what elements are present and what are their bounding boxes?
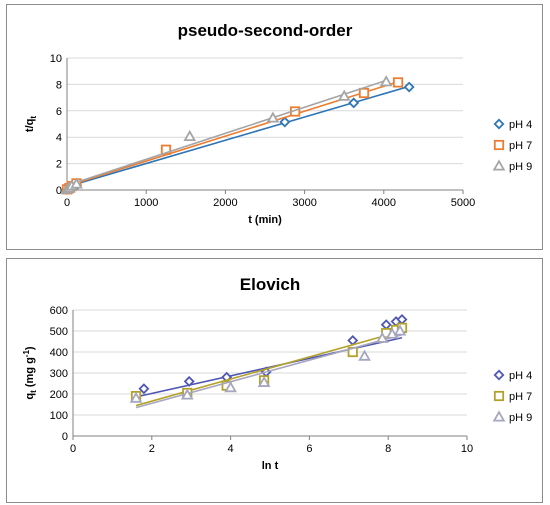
trendline xyxy=(135,330,403,407)
legend-label: pH 9 xyxy=(509,161,532,173)
series-ph-9 xyxy=(129,324,407,409)
legend-item: pH 9 xyxy=(492,159,532,173)
data-point xyxy=(266,111,280,123)
data-point xyxy=(393,324,407,336)
legend-marker xyxy=(493,118,505,130)
data-point xyxy=(70,177,83,189)
legend-label: pH 4 xyxy=(509,119,532,131)
y-axis-title-sub: t xyxy=(29,116,38,119)
y-axis-title: t/qt xyxy=(24,116,38,132)
chart-title: pseudo-second-order xyxy=(178,21,353,40)
data-point xyxy=(379,75,393,87)
chart-pseudo-second-order: pseudo-second-order 0 2 4 6 8 10 0 1000 2000 3000 4… xyxy=(24,21,532,226)
y-tick-label: 0 xyxy=(62,431,68,443)
y-axis-title-unit: (mg g xyxy=(24,357,36,390)
data-point xyxy=(380,319,392,331)
data-point xyxy=(183,375,195,387)
data-point xyxy=(403,81,415,93)
x-tick-label: 2 xyxy=(149,443,155,455)
trendline xyxy=(137,336,403,398)
data-point xyxy=(180,388,194,400)
x-tick-label: 0 xyxy=(64,197,70,209)
data-point xyxy=(358,349,371,361)
chart-panel-elovich: Elovich 0 100 200 300 400 500 600 0 2 4 6 8 10 ln t qt … xyxy=(6,258,543,503)
data-point xyxy=(138,383,150,395)
data-point xyxy=(160,144,172,155)
data-point xyxy=(129,391,143,403)
legend-marker xyxy=(492,159,506,171)
data-point xyxy=(279,116,291,128)
y-axis-title-main: q xyxy=(24,393,36,400)
series-ph-7 xyxy=(61,77,404,195)
x-axis-title: ln t xyxy=(262,460,279,472)
x-tick-label: 2000 xyxy=(213,197,237,209)
y-tick-label: 300 xyxy=(50,368,68,380)
data-point xyxy=(183,129,197,142)
legend-item: pH 4 xyxy=(493,369,532,382)
x-tick-label: 8 xyxy=(385,443,391,455)
y-tick-label: 200 xyxy=(50,389,68,401)
data-point xyxy=(358,87,370,99)
data-point xyxy=(257,375,271,387)
x-tick-label: 6 xyxy=(306,443,312,455)
y-tick-label: 2 xyxy=(56,159,62,171)
legend-label: pH 7 xyxy=(509,140,532,152)
x-tick-label: 4000 xyxy=(372,197,396,209)
y-tick-label: 600 xyxy=(50,305,68,317)
x-tick-label: 0 xyxy=(70,443,76,455)
y-tick-label: 100 xyxy=(50,410,68,422)
legend-item: pH 4 xyxy=(493,118,532,131)
trendline xyxy=(135,334,403,409)
y-axis-title-sub: t xyxy=(29,390,38,393)
legend-item: pH 7 xyxy=(493,390,532,403)
series-ph-7 xyxy=(130,322,408,407)
x-tick-label: 4 xyxy=(228,443,234,455)
legend-label: pH 7 xyxy=(509,391,532,403)
y-tick-label: 10 xyxy=(50,53,62,65)
x-tick-label: 1000 xyxy=(134,197,158,209)
data-point xyxy=(224,381,237,393)
x-axis-title: t (min) xyxy=(248,214,282,226)
y-axis-title: qt (mg g-1) xyxy=(22,346,38,400)
y-tick-label: 400 xyxy=(50,347,68,359)
data-point xyxy=(375,331,389,343)
legend-marker xyxy=(493,139,505,151)
y-axis-title-main: t/q xyxy=(24,119,36,132)
y-tick-label: 4 xyxy=(56,132,62,144)
legend-label: pH 4 xyxy=(509,370,532,382)
x-tick-label: 10 xyxy=(461,443,473,455)
y-axis-title-sup: -1 xyxy=(22,350,31,358)
data-point xyxy=(392,77,404,88)
y-axis-title-end: ) xyxy=(24,346,36,350)
chart-title: Elovich xyxy=(240,275,300,294)
data-point xyxy=(348,97,360,109)
series-ph-4 xyxy=(61,81,415,195)
legend-item: pH 9 xyxy=(492,410,532,424)
x-tick-label: 3000 xyxy=(292,197,316,209)
trendline xyxy=(66,79,387,187)
y-tick-label: 8 xyxy=(56,79,62,91)
y-tick-label: 500 xyxy=(50,326,68,338)
x-tick-label: 5000 xyxy=(451,197,475,209)
y-tick-label: 6 xyxy=(56,106,62,118)
legend-marker xyxy=(492,410,506,422)
legend-item: pH 7 xyxy=(493,139,532,152)
data-point xyxy=(385,327,399,339)
data-point xyxy=(337,89,351,101)
chart-panel-pseudo-second-order: pseudo-second-order 0 2 4 6 8 10 0 1000 2000 3000 4… xyxy=(6,4,543,250)
trendline xyxy=(66,85,410,188)
y-tick-label: 0 xyxy=(56,185,62,197)
chart-elovich: Elovich 0 100 200 300 400 500 600 0 2 4 6 8 10 ln t qt … xyxy=(22,275,532,472)
legend-label: pH 9 xyxy=(509,412,532,424)
legend-marker xyxy=(493,390,505,402)
legend-marker xyxy=(493,369,505,381)
series-ph-9 xyxy=(60,75,393,194)
